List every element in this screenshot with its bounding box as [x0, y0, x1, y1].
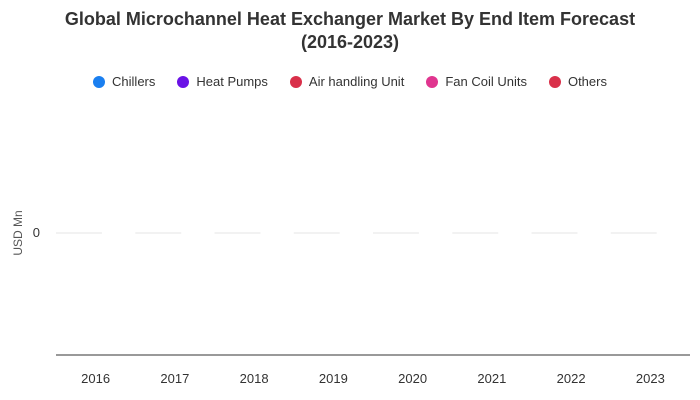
x-tick-label: 2017	[160, 371, 189, 386]
x-tick-label: 2018	[240, 371, 269, 386]
legend-item-fan-coil-units[interactable]: Fan Coil Units	[426, 74, 527, 89]
x-tick-label: 2016	[81, 371, 110, 386]
x-tick-label: 2022	[557, 371, 586, 386]
chart-title-line-1: Global Microchannel Heat Exchanger Marke…	[64, 9, 636, 29]
chart-title-line-2: (2016-2023)	[300, 32, 400, 52]
legend-swatch-chillers	[93, 75, 106, 88]
y-axis-title: USD Mn	[11, 210, 25, 255]
legend-label-others: Others	[567, 74, 607, 89]
legend-label-chillers: Chillers	[112, 74, 156, 89]
x-tick-label: 2019	[319, 371, 348, 386]
chart-legend: Chillers Heat Pumps Air handling Unit Fa…	[0, 74, 700, 89]
legend-label-fan-coil-units: Fan Coil Units	[445, 74, 527, 89]
legend-label-air-handling-unit: Air handling Unit	[308, 74, 405, 89]
legend-swatch-air-handling-unit	[289, 75, 302, 88]
legend-item-others[interactable]: Others	[548, 74, 607, 89]
x-tick-label: 2020	[398, 371, 427, 386]
legend-item-air-handling-unit[interactable]: Air handling Unit	[289, 74, 405, 89]
legend-item-chillers[interactable]: Chillers	[93, 74, 155, 89]
legend-swatch-fan-coil-units	[426, 75, 439, 88]
x-tick-label: 2023	[636, 371, 665, 386]
legend-swatch-heat-pumps	[177, 75, 190, 88]
x-tick-label: 2021	[477, 371, 506, 386]
chart-title: Global Microchannel Heat Exchanger Marke…	[0, 8, 700, 54]
legend-item-heat-pumps[interactable]: Heat Pumps	[177, 74, 268, 89]
y-tick-label: 0	[33, 225, 40, 240]
legend-swatch-others	[548, 75, 561, 88]
legend-label-heat-pumps: Heat Pumps	[196, 74, 268, 89]
